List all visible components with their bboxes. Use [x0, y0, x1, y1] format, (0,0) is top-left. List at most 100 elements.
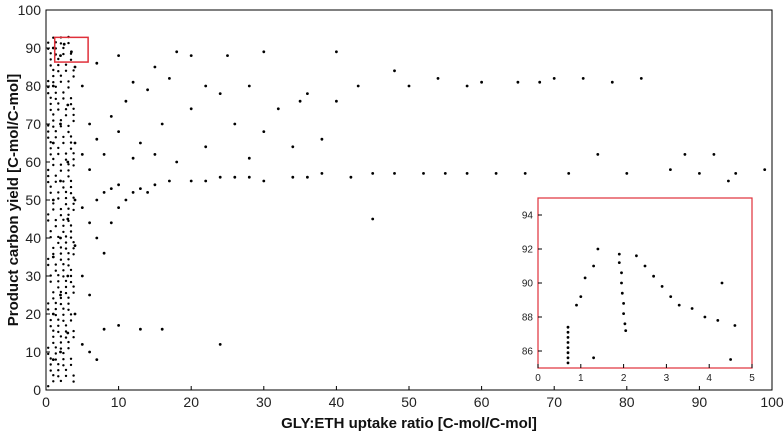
main-point: [763, 168, 767, 172]
main-point: [54, 346, 57, 349]
main-point: [47, 180, 50, 184]
main-point: [62, 275, 65, 278]
main-point: [72, 69, 75, 72]
main-point: [262, 50, 266, 54]
main-point: [54, 136, 57, 139]
inset-y-tick-label: 94: [522, 211, 534, 222]
main-point: [52, 81, 55, 84]
main-point: [335, 99, 338, 103]
main-point: [69, 179, 73, 183]
main-point: [494, 172, 498, 175]
main-point: [54, 91, 57, 95]
main-point: [57, 363, 60, 366]
main-point: [54, 352, 57, 355]
main-point: [320, 172, 324, 175]
main-point: [371, 172, 375, 175]
main-point: [233, 175, 237, 179]
inset-point: [596, 247, 600, 251]
main-point: [88, 293, 91, 297]
main-point: [66, 274, 70, 278]
main-point: [131, 80, 135, 84]
main-point: [139, 327, 142, 331]
main-point: [52, 252, 55, 256]
main-point: [64, 291, 68, 295]
main-point: [233, 122, 237, 126]
main-point: [54, 225, 57, 228]
main-point: [72, 285, 75, 288]
main-point: [49, 64, 52, 67]
main-point: [153, 65, 157, 69]
main-point: [54, 130, 57, 133]
main-point: [64, 196, 68, 200]
main-point: [57, 241, 60, 245]
main-point: [683, 153, 687, 156]
main-point: [51, 198, 55, 202]
main-point: [67, 308, 70, 311]
main-point: [139, 187, 142, 191]
main-point: [69, 192, 73, 195]
main-point: [57, 146, 60, 150]
main-point: [73, 198, 77, 202]
inset-point: [620, 291, 624, 295]
main-point: [59, 122, 62, 126]
main-point: [102, 251, 106, 255]
inset-point: [566, 325, 570, 329]
main-point: [62, 52, 65, 56]
main-point: [59, 169, 63, 172]
inset-point: [624, 329, 628, 332]
main-point: [393, 69, 396, 73]
main-point: [306, 92, 309, 95]
inset-y-tick-label: 90: [522, 279, 534, 290]
main-point: [581, 77, 585, 80]
main-point: [465, 84, 469, 88]
main-plot: 0 10 20 30 40 50 60 70 80 90 100 01020304050607080…: [18, 2, 784, 410]
main-point: [131, 191, 135, 194]
main-point: [49, 52, 52, 55]
inset-point: [566, 330, 570, 334]
inset-point: [566, 361, 570, 365]
inset-point: [566, 341, 570, 344]
inset-x-tick-label: 5: [749, 373, 755, 384]
main-point: [62, 42, 66, 46]
main-point: [62, 263, 65, 266]
inset-background: [538, 198, 752, 368]
main-point: [62, 364, 65, 367]
main-point: [73, 312, 77, 316]
main-y-tick-label: 80: [25, 78, 41, 94]
main-y-tick-label: 90: [25, 40, 41, 56]
main-point: [109, 187, 113, 191]
main-point: [298, 99, 302, 103]
main-point: [62, 313, 65, 316]
main-point: [64, 336, 68, 339]
main-point: [523, 172, 527, 175]
main-point: [95, 358, 99, 361]
main-point: [168, 77, 171, 80]
main-point: [102, 153, 106, 156]
main-point: [47, 263, 50, 267]
main-point: [57, 197, 60, 200]
main-point: [47, 41, 50, 44]
main-point: [59, 80, 63, 84]
main-point: [306, 175, 309, 179]
main-point: [117, 130, 120, 134]
main-point: [49, 236, 52, 239]
main-point: [669, 168, 672, 172]
main-x-tick-label: 30: [256, 394, 272, 410]
main-x-tick-label: 90: [692, 394, 708, 410]
main-point: [226, 54, 229, 57]
main-y-tick-label: 20: [25, 306, 41, 322]
main-x-tick-label: 20: [183, 394, 199, 410]
main-point: [67, 130, 70, 134]
main-point: [47, 79, 50, 83]
main-point: [62, 46, 65, 50]
inset-point: [620, 271, 623, 275]
main-point: [712, 153, 716, 156]
main-point: [66, 331, 70, 335]
main-point: [52, 68, 55, 72]
main-x-tick-label: 70: [546, 394, 562, 410]
main-point: [66, 160, 70, 164]
main-point: [59, 258, 63, 261]
main-point: [422, 172, 425, 175]
main-point: [69, 185, 73, 189]
inset-point: [592, 356, 595, 360]
